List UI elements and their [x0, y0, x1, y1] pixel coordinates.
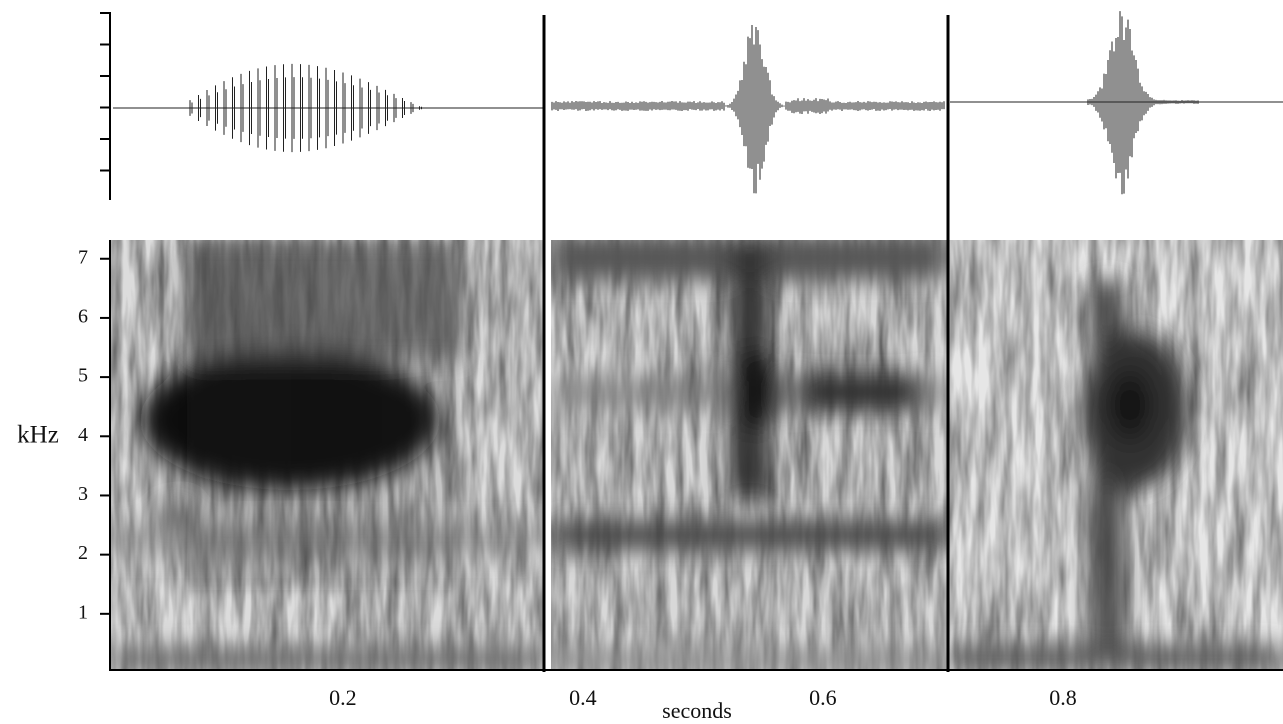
- spectrogram-striation: [224, 240, 227, 590]
- spectrogram-striation: [258, 240, 261, 590]
- spectrogram-striation: [454, 240, 457, 590]
- spectrogram-panel: [110, 240, 543, 670]
- spectrogram-striation: [394, 240, 397, 590]
- spectrogram-striation: [275, 240, 278, 590]
- spectrogram-striation: [335, 240, 338, 590]
- y-tick-label: 6: [78, 306, 88, 328]
- x-tick-label: 0.8: [1049, 685, 1077, 710]
- spectrogram-panel: [949, 240, 1283, 670]
- spectrogram-striation: [284, 240, 287, 590]
- spectrogram-striation: [318, 240, 321, 590]
- spectrogram-striation: [216, 240, 219, 590]
- y-tick-label: 1: [78, 601, 88, 623]
- spectrogram: [110, 235, 1283, 670]
- spectrogram-panel: [551, 235, 947, 670]
- spectrogram-striation: [241, 240, 244, 590]
- spectrogram-striation: [420, 240, 423, 590]
- spectrogram-striation: [250, 240, 253, 590]
- spectrogram-striation: [437, 240, 440, 590]
- waveform-ticks: [100, 13, 110, 171]
- x-tick-label: 0.6: [809, 685, 837, 710]
- y-tick-label: 5: [78, 365, 88, 387]
- x-axis-label: seconds: [662, 698, 732, 723]
- x-tick-label: 0.2: [329, 685, 357, 710]
- spectrogram-striation: [326, 240, 329, 590]
- x-tick-label: 0.4: [569, 685, 597, 710]
- waveform: [113, 11, 1283, 194]
- spectrogram-striation: [445, 240, 448, 590]
- y-tick-label: 4: [78, 424, 88, 446]
- spectrogram-striation: [428, 240, 431, 590]
- spectrogram-striation: [377, 240, 380, 590]
- spectrogram-striation: [352, 240, 355, 590]
- spectrogram-striation: [207, 240, 210, 590]
- spectrogram-striation: [267, 240, 270, 590]
- spectrogram-striation: [343, 240, 346, 590]
- spectrogram-striation: [403, 240, 406, 590]
- spectrogram-striation: [386, 240, 389, 590]
- spectrogram-striation: [199, 240, 202, 590]
- spectrogram-striation: [301, 240, 304, 590]
- spectrogram-striation: [233, 240, 236, 590]
- spectrogram-striation: [360, 240, 363, 590]
- spectrogram-striation: [369, 240, 372, 590]
- y-tick-label: 7: [78, 246, 88, 268]
- y-tick-label: 2: [78, 542, 88, 564]
- spectrogram-striation: [309, 240, 312, 590]
- spectrogram-striation: [411, 240, 414, 590]
- y-axis-label: kHz: [17, 422, 59, 449]
- spectrogram-striation: [292, 240, 295, 590]
- spectrogram-striation: [190, 240, 193, 590]
- y-tick-label: 3: [78, 483, 88, 505]
